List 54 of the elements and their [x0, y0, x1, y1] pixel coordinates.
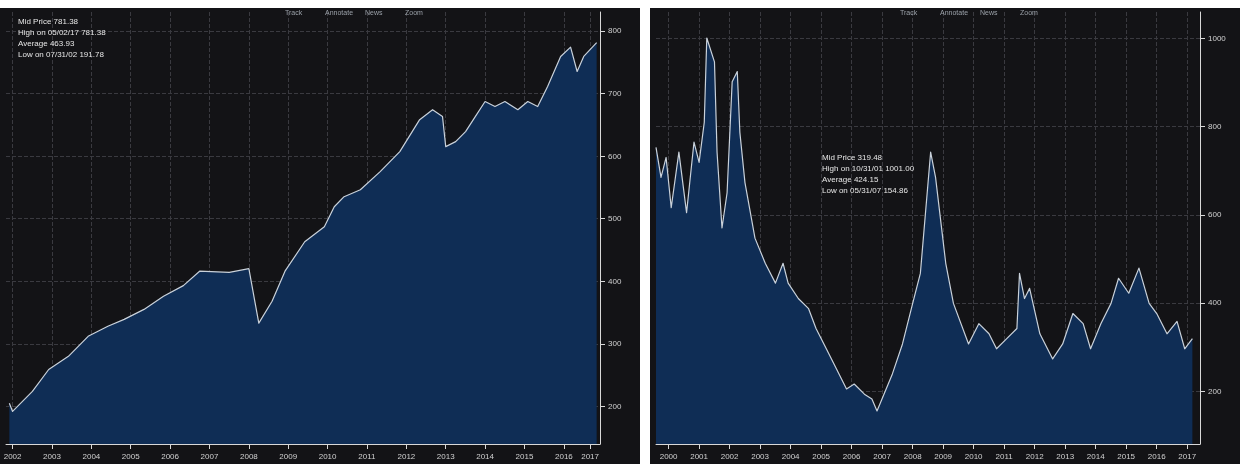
- y-tick-label: 300: [608, 339, 622, 349]
- x-tick-label: 2009: [279, 451, 298, 461]
- y-tick-label: 1000: [1208, 33, 1227, 43]
- y-tick-label: 600: [608, 151, 622, 161]
- y-tick-label: 600: [1208, 210, 1222, 220]
- annotation: Average 424.15: [822, 174, 879, 184]
- x-tick-label: 2013: [1056, 451, 1075, 461]
- x-tick-label: 2015: [515, 451, 534, 461]
- x-tick-label: 2010: [318, 451, 338, 461]
- annotation: High on 05/02/17 781.38: [18, 27, 107, 37]
- annotation: Average 463.93: [18, 38, 75, 48]
- x-tick-label: 2011: [995, 451, 1014, 461]
- annotation: Mid Price 319.48: [822, 152, 883, 162]
- x-tick-label: 2011: [358, 451, 377, 461]
- x-tick-label: 2016: [1147, 451, 1167, 461]
- x-tick-label: 2005: [121, 451, 141, 461]
- annotation: High on 10/31/01 1001.00: [822, 163, 915, 173]
- x-tick-label: 2005: [812, 451, 831, 461]
- x-tick-label: 2007: [200, 451, 219, 461]
- x-tick-label: 2015: [1117, 451, 1136, 461]
- x-tick-label: 2002: [720, 451, 740, 461]
- x-tick-label: 2002: [3, 451, 23, 461]
- x-tick-label: 2006: [161, 451, 180, 461]
- x-tick-label: 2003: [43, 451, 62, 461]
- y-tick-label: 500: [608, 214, 622, 224]
- x-tick-label: 2012: [397, 451, 416, 461]
- x-tick-label: 2007: [873, 451, 892, 461]
- y-tick-label: 200: [1208, 386, 1222, 396]
- annotation: Low on 05/31/07 154.86: [822, 185, 909, 195]
- x-tick-label: 2014: [476, 451, 495, 461]
- x-tick-label: 2008: [903, 451, 923, 461]
- y-tick-label: 700: [608, 88, 622, 98]
- x-tick-label: 2006: [842, 451, 862, 461]
- x-tick-label: 2001: [690, 451, 709, 461]
- x-tick-label: 2016: [554, 451, 574, 461]
- x-tick-label: 2010: [964, 451, 984, 461]
- y-tick-label: 400: [1208, 298, 1222, 308]
- x-tick-label: 2017: [581, 451, 600, 461]
- x-tick-label: 2017: [1178, 451, 1197, 461]
- y-tick-label: 800: [608, 26, 622, 36]
- x-tick-label: 2012: [1025, 451, 1045, 461]
- x-tick-label: 2014: [1086, 451, 1106, 461]
- x-tick-label: 2003: [751, 451, 770, 461]
- y-tick-label: 200: [608, 401, 622, 411]
- x-tick-label: 2000: [659, 451, 679, 461]
- x-tick-label: 2009: [934, 451, 953, 461]
- x-tick-label: 2004: [781, 451, 801, 461]
- y-tick-label: 400: [608, 276, 622, 286]
- x-tick-label: 2008: [239, 451, 259, 461]
- annotation: Mid Price 781.38: [18, 16, 79, 26]
- x-tick-label: 2013: [436, 451, 456, 461]
- annotation: Low on 07/31/02 191.78: [18, 49, 105, 59]
- x-tick-label: 2004: [82, 451, 101, 461]
- y-tick-label: 800: [1208, 122, 1222, 132]
